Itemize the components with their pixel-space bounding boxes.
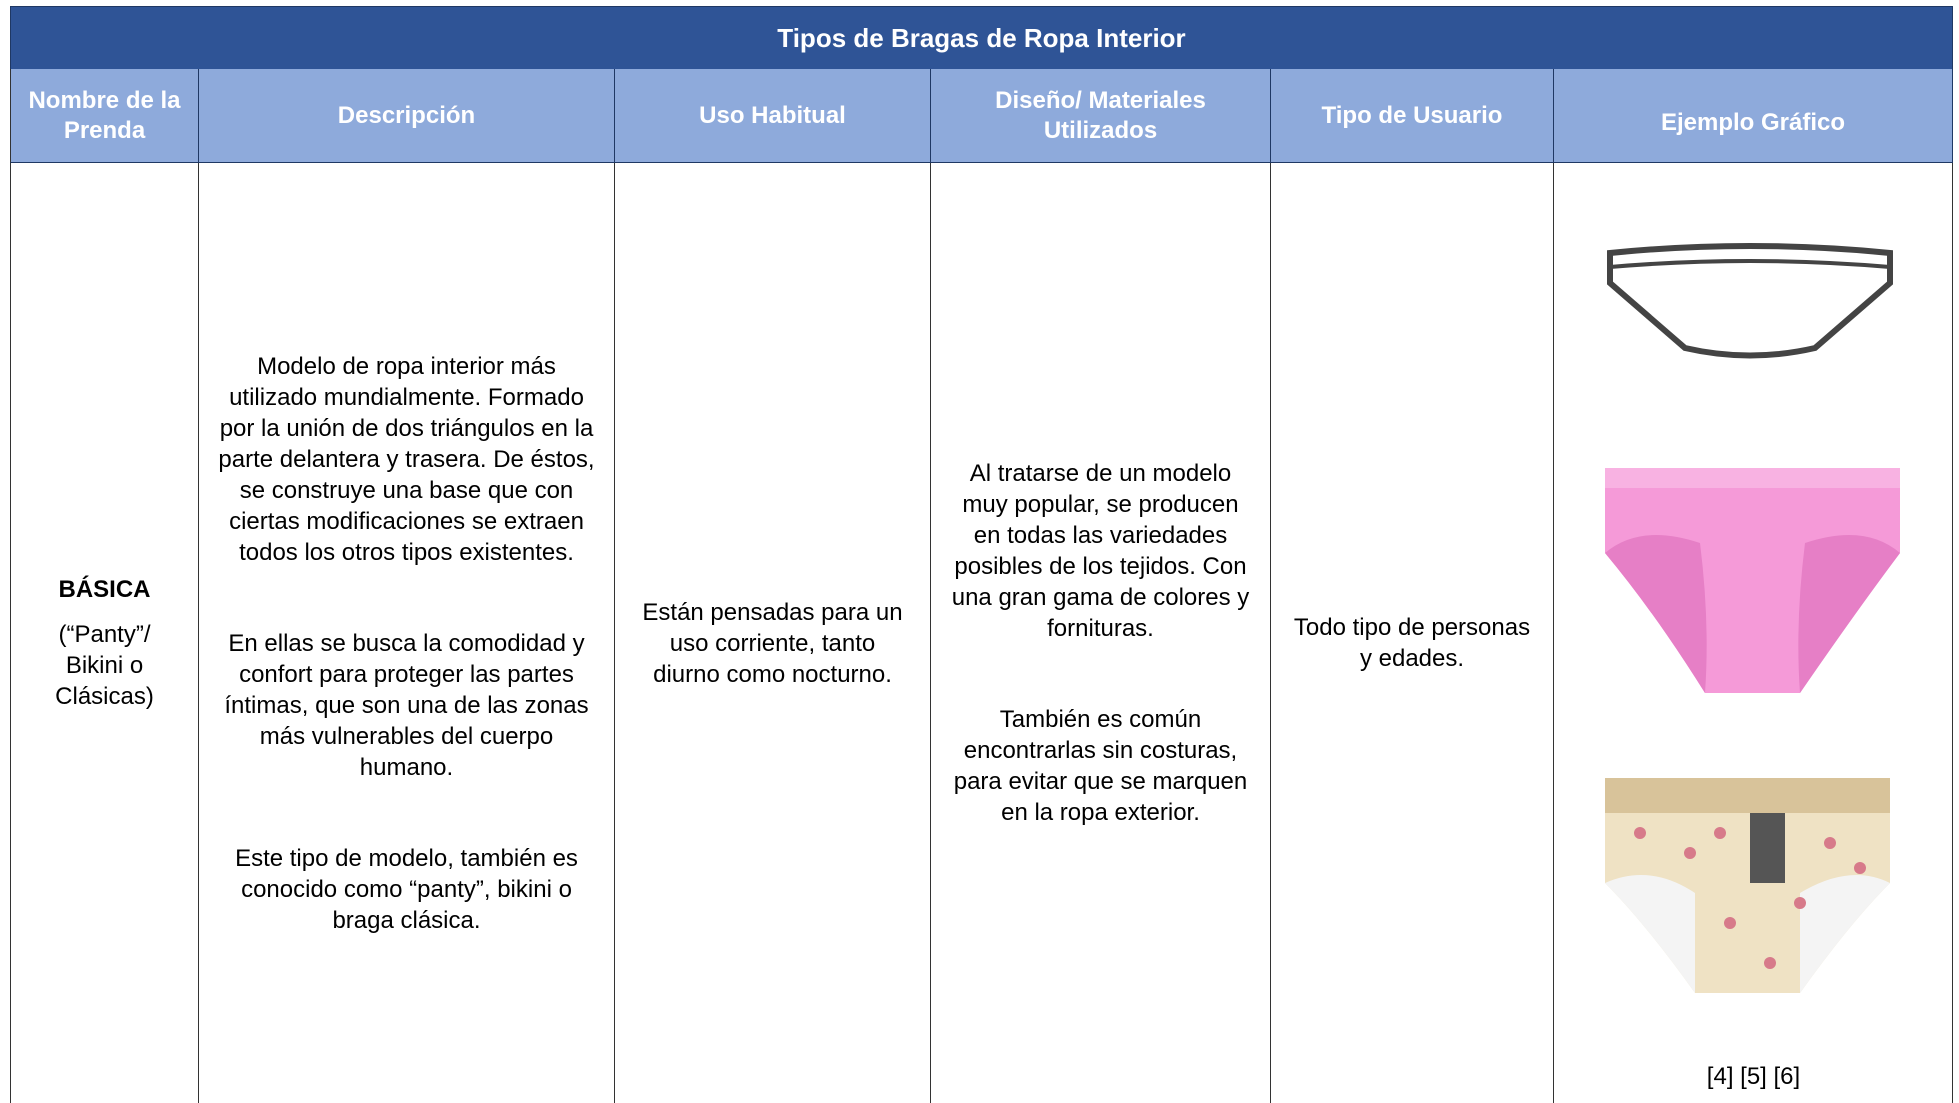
description-cell: Modelo de ropa interior más utilizado mu… [199,163,615,1103]
header-cell: Descripción [199,69,615,163]
design-paragraph: Al tratarse de un modelo muy popular, se… [951,460,1250,642]
references: [4] [5] [6] [1706,1063,1801,1090]
pink-image [1605,468,1900,693]
user-text: Todo tipo de personas y edades. [1293,614,1531,672]
floral-image [1605,778,1890,993]
description-paragraph: Este tipo de modelo, también es conocido… [235,844,578,934]
header-cell: Tipo de Usuario [1271,69,1554,163]
header-cell: Uso Habitual [615,69,931,163]
usage-text: Están pensadas para un uso corriente, ta… [642,598,903,688]
table-title: Tipos de Bragas de Ropa Interior [10,6,1953,70]
design-cell: Al tratarse de un modelo muy popular, se… [931,163,1271,1103]
header-cell: Diseño/ Materiales Utilizados [931,69,1271,163]
image-cell: [4] [5] [6] [1554,163,1953,1103]
description-paragraph: Modelo de ropa interior más utilizado mu… [218,352,595,566]
outline-image [1607,243,1893,359]
header-cell: Ejemplo Gráfico [1554,69,1953,163]
name-cell: BÁSICA (“Panty”/ Bikini o Clásicas) [10,163,199,1103]
header-cell: Nombre de la Prenda [10,69,199,163]
garment-name: BÁSICA [58,576,151,603]
design-paragraph: También es común encontrarlas sin costur… [953,706,1248,826]
usage-cell: Están pensadas para un uso corriente, ta… [615,163,931,1103]
user-cell: Todo tipo de personas y edades. [1271,163,1554,1103]
description-paragraph: En ellas se busca la comodidad y confort… [224,629,589,781]
table: Tipos de Bragas de Ropa Interior Nombre … [10,6,1953,1103]
garment-note: (“Panty”/ Bikini o Clásicas) [55,621,154,710]
